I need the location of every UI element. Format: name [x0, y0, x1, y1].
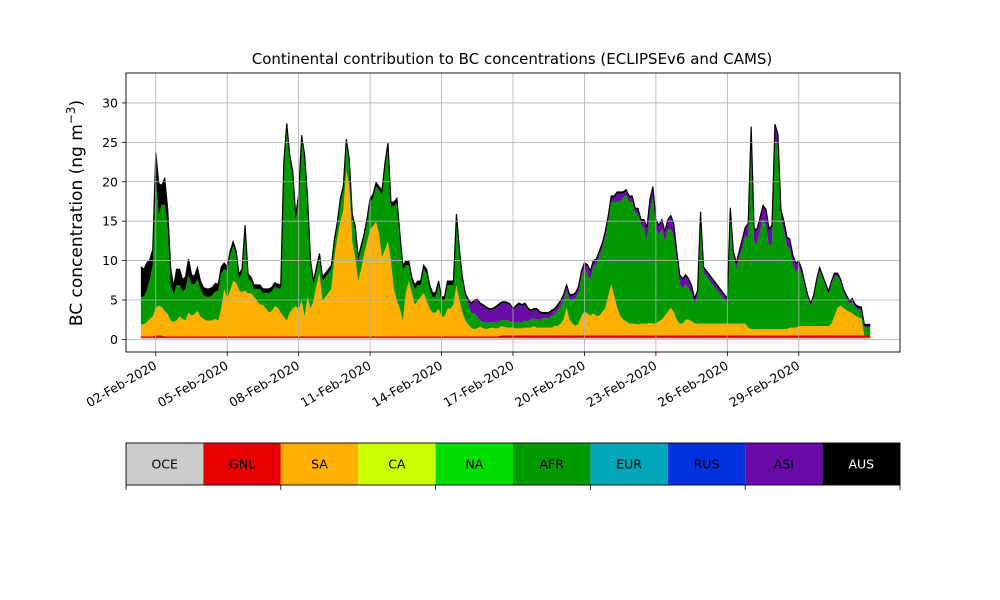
colorbar-label-afr: AFR [539, 457, 564, 472]
colorbar-label-gnl: GNL [229, 457, 255, 472]
y-tick-label: 0 [110, 332, 118, 347]
x-tick-label: 08-Feb-2020 [226, 358, 302, 410]
y-axis-label: BC concentration (ng m−3) [64, 100, 87, 326]
colorbar-label-eur: EUR [616, 457, 642, 472]
y-tick-label: 25 [102, 135, 118, 150]
x-tick-label: 14-Feb-2020 [369, 358, 445, 410]
colorbar-swatch-na [435, 443, 513, 485]
x-tick-label: 26-Feb-2020 [655, 358, 731, 410]
colorbar-label-aus: AUS [848, 457, 874, 472]
x-tick-label: 02-Feb-2020 [83, 358, 159, 410]
y-axis-label-sup: −3 [64, 106, 78, 124]
x-axis: 02-Feb-202005-Feb-202008-Feb-202011-Feb-… [83, 352, 802, 410]
x-tick-label: 20-Feb-2020 [512, 358, 588, 410]
area-series-afr [140, 127, 871, 336]
y-axis-label-text: BC concentration (ng m [67, 124, 87, 326]
colorbar-swatch-rus [667, 443, 746, 485]
y-tick-label: 5 [110, 292, 118, 307]
area-series-gnl [140, 335, 871, 338]
colorbar-swatch-aus [822, 443, 900, 485]
colorbar-label-asi: ASI [774, 457, 794, 472]
colorbar-swatch-afr [513, 443, 591, 485]
x-tick-label: 11-Feb-2020 [298, 358, 374, 410]
colorbar-label-oce: OCE [151, 457, 178, 472]
colorbar-label-sa: SA [311, 457, 328, 472]
colorbar-label-na: NA [465, 457, 483, 472]
x-tick-label: 05-Feb-2020 [155, 358, 231, 410]
colorbar-label-rus: RUS [694, 457, 720, 472]
x-tick-label: 29-Feb-2020 [726, 358, 802, 410]
y-tick-label: 30 [102, 95, 118, 110]
colorbar-swatch-eur [590, 443, 668, 485]
y-tick-label: 10 [102, 253, 118, 268]
plot-area [125, 72, 901, 353]
total-outline [140, 123, 871, 326]
colorbar-swatch-ca [358, 443, 436, 485]
y-axis: 0 5 10 15 20 25 30 [102, 95, 126, 347]
y-axis-label-close: ) [67, 100, 87, 107]
colorbar-swatch-oce [126, 443, 204, 485]
x-tick-label: 17-Feb-2020 [441, 358, 517, 410]
colorbar-swatch-gnl [203, 443, 281, 485]
colorbar-frame [125, 442, 901, 486]
x-tick-label: 23-Feb-2020 [584, 358, 660, 410]
y-tick-label: 20 [102, 174, 118, 189]
chart-title: Continental contribution to BC concentra… [252, 50, 773, 68]
colorbar-swatch-asi [745, 443, 823, 485]
colorbar-swatch-sa [280, 443, 359, 485]
y-tick-label: 15 [102, 214, 118, 229]
colorbar: OCE GNL SA CA NA AFR EUR RUS ASI AUS [125, 442, 901, 490]
colorbar-label-ca: CA [388, 457, 406, 472]
